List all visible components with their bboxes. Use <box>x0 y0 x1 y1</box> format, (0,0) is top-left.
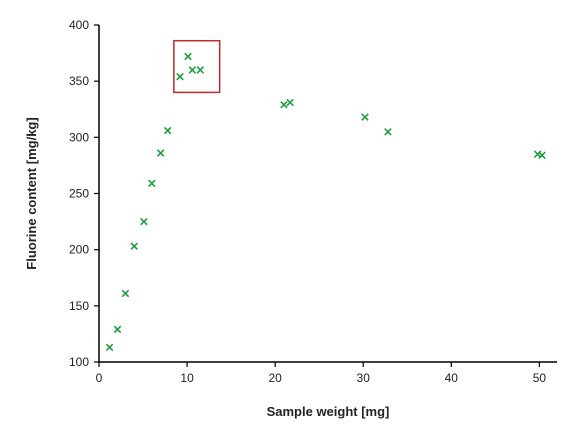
data-point <box>113 325 122 334</box>
data-point <box>538 151 546 160</box>
data-point <box>148 179 156 188</box>
x-tick-label: 50 <box>533 371 547 385</box>
y-tick-label: 300 <box>69 130 89 144</box>
data-point <box>140 217 148 226</box>
x-axis-label: Sample weight [mg] <box>267 404 390 419</box>
data-point <box>196 66 205 74</box>
data-point <box>176 72 184 81</box>
y-tick-label: 100 <box>69 355 89 369</box>
data-points <box>105 52 546 352</box>
x-tick-label: 30 <box>357 371 371 385</box>
data-point <box>280 100 288 109</box>
data-point <box>184 52 192 61</box>
data-point <box>361 113 369 121</box>
data-point <box>121 289 130 298</box>
x-tick-label: 20 <box>268 371 282 385</box>
data-point <box>188 66 197 74</box>
data-point <box>156 149 165 157</box>
x-tick-label: 40 <box>445 371 459 385</box>
x-tick-label: 0 <box>96 371 103 385</box>
x-tick-label: 10 <box>180 371 194 385</box>
y-tick-label: 150 <box>69 299 89 313</box>
y-tick-label: 200 <box>69 243 89 257</box>
data-point <box>130 242 138 251</box>
highlight-box <box>173 39 221 94</box>
y-tick-label: 400 <box>69 18 89 32</box>
data-point <box>384 127 392 136</box>
data-point <box>105 343 114 352</box>
data-point <box>286 98 294 107</box>
axes <box>98 25 557 363</box>
data-point <box>163 126 172 135</box>
y-axis-label: Fluorine content [mg/kg] <box>24 117 39 269</box>
y-axis-ticks: 100 150 200 250 300 350 400 <box>69 18 99 369</box>
y-tick-label: 250 <box>69 187 89 201</box>
y-tick-label: 350 <box>69 74 89 88</box>
x-axis-ticks: 0 10 20 30 40 50 <box>96 362 547 385</box>
